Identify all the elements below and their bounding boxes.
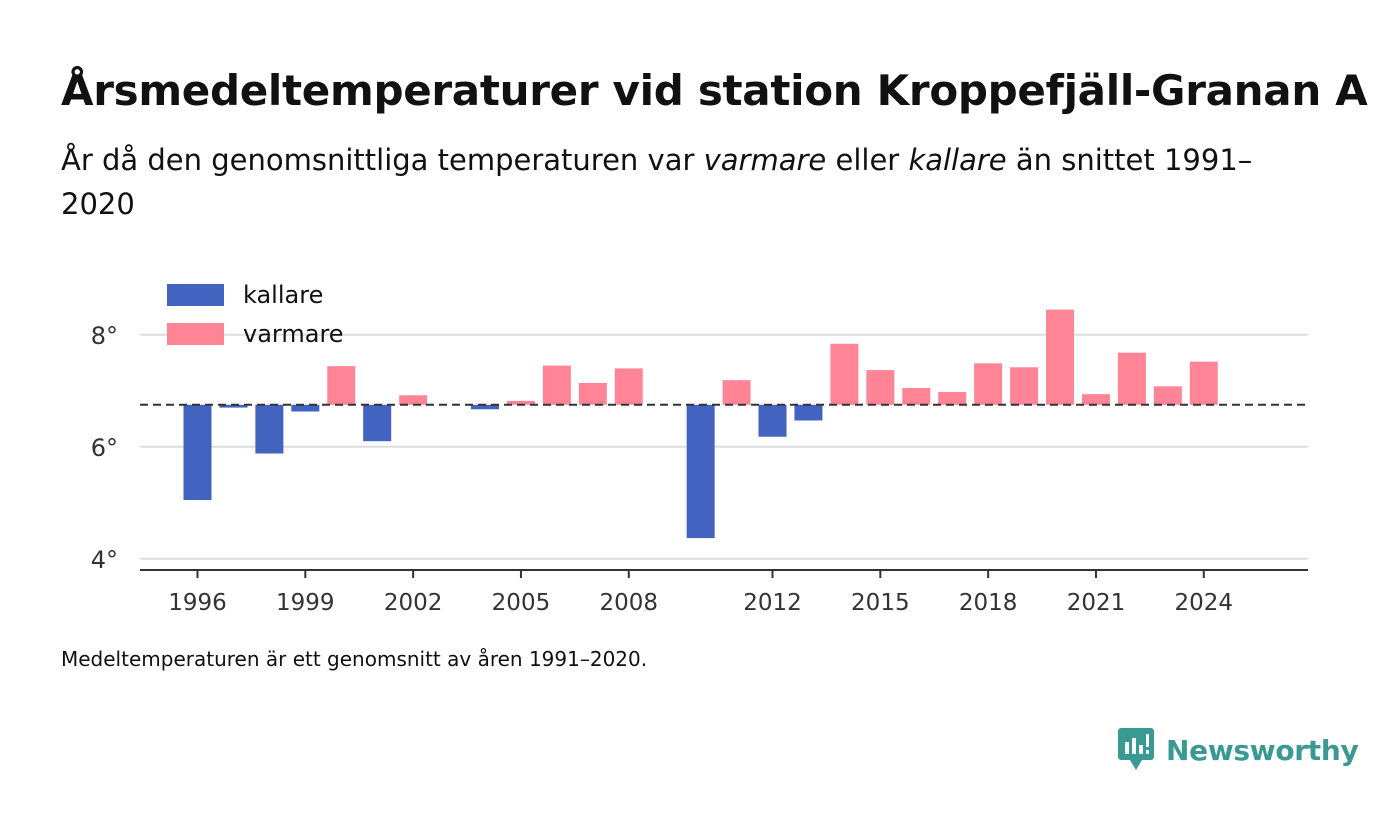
bar-2001 xyxy=(363,404,392,442)
x-tick-label: 2015 xyxy=(851,590,910,616)
y-tick-label: 8° xyxy=(91,322,118,350)
x-tick-label: 2002 xyxy=(384,590,443,616)
subtitle-warm-word: varmare xyxy=(703,143,827,177)
bar-2007 xyxy=(578,382,607,405)
bar-1998 xyxy=(255,404,284,454)
x-tick-label: 2008 xyxy=(599,590,658,616)
legend-label-kallare: kallare xyxy=(243,281,323,309)
bar-1999 xyxy=(291,404,320,412)
bar-2018 xyxy=(974,363,1003,405)
bar-2021 xyxy=(1081,394,1110,405)
x-tick-label: 2012 xyxy=(743,590,802,616)
bar-2006 xyxy=(542,365,571,405)
bar-2022 xyxy=(1117,352,1146,405)
newsworthy-logo-icon xyxy=(1118,728,1154,770)
bar-2024 xyxy=(1189,361,1218,405)
bar-1996 xyxy=(183,404,212,500)
x-tick-label: 2018 xyxy=(959,590,1018,616)
bar-2016 xyxy=(902,388,931,405)
chart-subtitle: År då den genomsnittliga temperaturen va… xyxy=(61,138,1281,226)
bar-chart: 4° 6° 8° 1996 1999 2002 2005 2008 2012 2015 2018 20… xyxy=(91,281,1308,616)
chart-title: Årsmedeltemperaturer vid station Kroppef… xyxy=(61,66,1368,115)
bar-2013 xyxy=(794,404,823,421)
bar-2011 xyxy=(722,380,751,405)
bar-2005 xyxy=(506,400,535,405)
brand-name: Newsworthy xyxy=(1166,733,1359,767)
bar-1997 xyxy=(219,404,248,408)
bar-2015 xyxy=(866,370,895,405)
subtitle-text-3: än snittet 1991–2020 xyxy=(61,143,1253,221)
y-tick-label: 4° xyxy=(91,546,118,574)
bar-2012 xyxy=(758,404,787,437)
legend-label-varmare: varmare xyxy=(243,320,344,348)
x-tick-label: 2024 xyxy=(1175,590,1234,616)
bar-2017 xyxy=(938,391,967,405)
bar-2000 xyxy=(327,366,356,405)
bar-2004 xyxy=(471,404,500,410)
footnote: Medeltemperaturen är ett genomsnitt av å… xyxy=(61,647,648,671)
x-tick-label: 2021 xyxy=(1067,590,1126,616)
subtitle-text-1: År då den genomsnittliga temperaturen va… xyxy=(61,143,704,177)
bar-2014 xyxy=(830,343,859,405)
bar-2020 xyxy=(1046,309,1075,405)
legend-swatch-varmare xyxy=(167,323,224,345)
y-tick-label: 6° xyxy=(91,434,118,462)
bar-2019 xyxy=(1010,367,1039,405)
bar-2023 xyxy=(1153,386,1182,405)
bar-2008 xyxy=(614,368,643,405)
subtitle-cold-word: kallare xyxy=(908,143,1007,177)
subtitle-text-2: eller xyxy=(826,143,909,177)
legend-swatch-kallare xyxy=(167,284,224,306)
bar-2010 xyxy=(686,404,715,539)
brand-logo: Newsworthy xyxy=(1118,728,1359,772)
bar-2002 xyxy=(399,395,428,405)
x-tick-label: 2005 xyxy=(492,590,551,616)
x-tick-label: 1996 xyxy=(168,590,227,616)
x-tick-label: 1999 xyxy=(276,590,335,616)
